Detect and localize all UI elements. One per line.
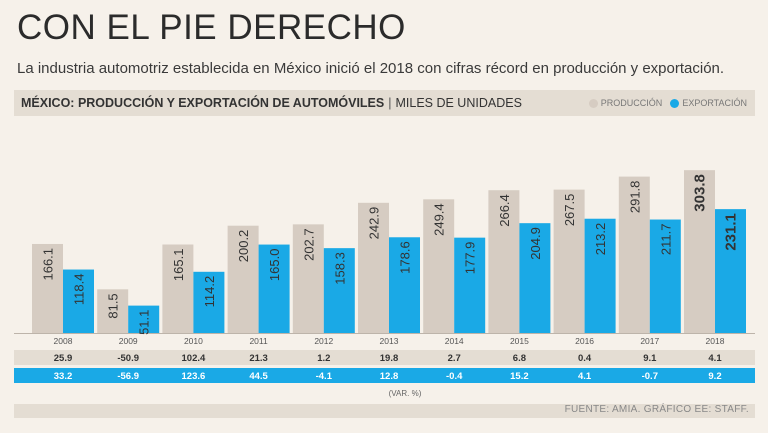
x-tick-label-2011: 2011 xyxy=(249,336,268,346)
bar-export-2009 xyxy=(128,305,160,333)
chart-legend: PRODUCCIÓN EXPORTACIÓN xyxy=(581,98,747,108)
bar-export-2010 xyxy=(193,271,225,333)
var-pct-export-2009: -56.9 xyxy=(117,371,139,382)
var-pct-production-2015: 6.8 xyxy=(513,353,526,364)
var-pct-production-2011: 21.3 xyxy=(249,353,268,364)
bar-export-2016 xyxy=(584,218,616,333)
page-subtitle: La industria automotriz establecida en M… xyxy=(17,60,725,77)
value-label-production-2011: 200.2 xyxy=(236,230,251,263)
bar-production-2015 xyxy=(488,190,520,333)
legend-label-export: EXPORTACIÓN xyxy=(682,98,747,108)
var-pct-production-2018: 4.1 xyxy=(708,353,722,364)
var-rows-layer: 25.9 -50.9 102.4 21.3 1.2 19.8 2.7 6.8 0.4 9.1 4.1… xyxy=(14,350,755,398)
var-pct-production-2017: 9.1 xyxy=(643,353,657,364)
bar-production-2014 xyxy=(423,199,455,333)
value-label-production-2013: 242.9 xyxy=(367,207,382,240)
var-pct-export-2012: -4.1 xyxy=(316,371,333,382)
value-label-production-2018: 303.8 xyxy=(692,174,709,212)
value-label-export-2014: 177.9 xyxy=(463,242,478,275)
var-pct-export-2015: 15.2 xyxy=(510,371,529,382)
var-pct-export-2014: -0.4 xyxy=(446,371,463,382)
bar-production-2011 xyxy=(227,225,259,333)
x-tick-label-2008: 2008 xyxy=(54,336,73,346)
var-pct-export-2010: 123.6 xyxy=(182,371,206,382)
var-pct-export-2017: -0.7 xyxy=(642,371,658,382)
var-pct-production-2009: -50.9 xyxy=(117,353,139,364)
footer-band: FUENTE: AMIA. GRÁFICO EE: STAFF. xyxy=(14,404,755,418)
bar-production-2013 xyxy=(358,202,389,333)
bar-export-2015 xyxy=(519,223,551,333)
value-label-production-2016: 267.5 xyxy=(562,194,577,227)
var-row-export xyxy=(14,368,755,383)
var-pct-production-2010: 102.4 xyxy=(182,353,206,364)
value-label-export-2018: 231.1 xyxy=(723,213,740,251)
legend-dot-production-icon xyxy=(588,98,598,108)
legend-item-export: EXPORTACIÓN xyxy=(670,98,747,108)
var-pct-export-2008: 33.2 xyxy=(54,371,73,382)
x-tick-label-2016: 2016 xyxy=(575,336,594,346)
x-tick-label-2009: 2009 xyxy=(119,336,138,346)
value-label-production-2010: 165.1 xyxy=(171,249,186,282)
value-label-production-2014: 249.4 xyxy=(432,203,447,236)
bar-production-2012 xyxy=(292,224,324,333)
value-label-export-2011: 165.0 xyxy=(267,249,282,282)
bar-export-2013 xyxy=(389,237,420,333)
var-pct-production-2016: 0.4 xyxy=(578,353,592,364)
bar-production-2018 xyxy=(684,170,715,333)
bar-production-2009 xyxy=(97,289,129,333)
bar-export-2008 xyxy=(63,269,94,333)
bar-export-2017 xyxy=(649,219,681,333)
value-label-export-2015: 204.9 xyxy=(528,227,543,260)
bar-production-2016 xyxy=(553,189,585,333)
value-label-production-2008: 166.1 xyxy=(41,248,56,281)
x-tick-label-2014: 2014 xyxy=(445,336,464,346)
value-label-export-2017: 211.7 xyxy=(658,224,673,256)
value-label-export-2013: 178.6 xyxy=(398,241,413,274)
value-label-production-2009: 81.5 xyxy=(106,293,121,318)
value-label-export-2008: 118.4 xyxy=(72,274,87,306)
x-tick-label-2012: 2012 xyxy=(314,336,333,346)
var-pct-export-2018: 9.2 xyxy=(708,371,721,382)
legend-label-production: PRODUCCIÓN xyxy=(600,98,663,108)
var-pct-production-2013: 19.8 xyxy=(380,353,399,364)
var-pct-export-2013: 12.8 xyxy=(380,371,399,382)
var-pct-export-2016: 4.1 xyxy=(578,371,592,382)
value-label-export-2010: 114.2 xyxy=(202,276,217,308)
x-tick-label-2013: 2013 xyxy=(380,336,399,346)
heading-separator: | xyxy=(388,96,392,110)
value-label-export-2009: 51.1 xyxy=(137,310,152,335)
bar-export-2014 xyxy=(454,237,486,333)
chart-title: MÉXICO: PRODUCCIÓN Y EXPORTACIÓN DE AUTO… xyxy=(21,96,385,110)
bar-export-2011 xyxy=(258,244,290,333)
bar-production-2017 xyxy=(618,176,650,333)
x-tick-label-2010: 2010 xyxy=(184,336,203,346)
page-title: CON EL PIE DERECHO xyxy=(17,8,406,47)
value-label-export-2012: 158.3 xyxy=(332,252,347,285)
bar-export-2012 xyxy=(323,248,355,333)
value-label-production-2015: 266.4 xyxy=(497,194,512,227)
var-pct-export-2011: 44.5 xyxy=(249,371,268,382)
x-tick-label-2017: 2017 xyxy=(640,336,659,346)
var-pct-production-2008: 25.9 xyxy=(54,353,73,364)
chart-header-band: MÉXICO: PRODUCCIÓN Y EXPORTACIÓN DE AUTO… xyxy=(14,90,755,116)
legend-dot-export-icon xyxy=(670,98,680,108)
legend-item-production: PRODUCCIÓN xyxy=(588,98,663,108)
value-label-production-2012: 202.7 xyxy=(301,228,316,261)
bar-production-2010 xyxy=(162,244,194,333)
chart-heading: MÉXICO: PRODUCCIÓN Y EXPORTACIÓN DE AUTO… xyxy=(21,96,522,110)
source-credit: FUENTE: AMIA. GRÁFICO EE: STAFF. xyxy=(564,404,749,415)
var-pct-production-2014: 2.7 xyxy=(448,353,461,364)
x-tick-label-2015: 2015 xyxy=(510,336,529,346)
bar-production-2008 xyxy=(32,243,63,333)
bar-export-2018 xyxy=(715,209,746,333)
chart-units: MILES DE UNIDADES xyxy=(395,96,522,110)
var-pct-production-2012: 1.2 xyxy=(317,353,330,364)
value-label-export-2016: 213.2 xyxy=(593,223,608,256)
var-row-production xyxy=(14,350,755,365)
x-tick-label-2018: 2018 xyxy=(706,336,725,346)
var-pct-label: (VAR. %) xyxy=(389,389,422,398)
value-label-production-2017: 291.8 xyxy=(627,181,642,214)
